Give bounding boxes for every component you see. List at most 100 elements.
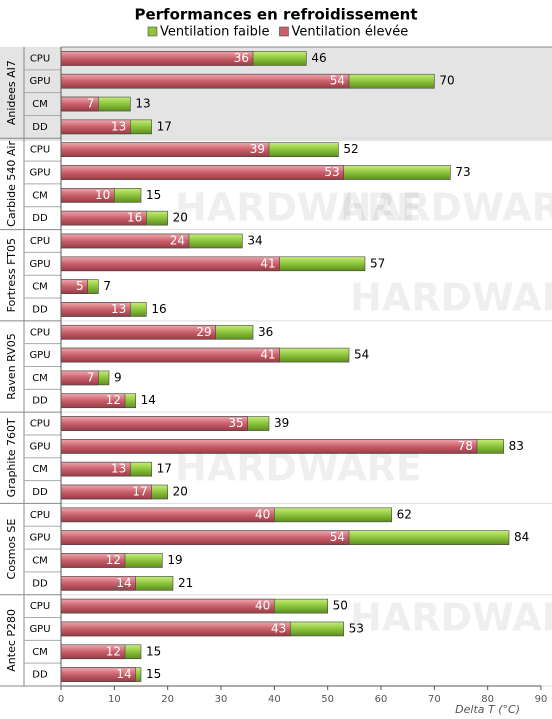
row-label: GPU — [29, 76, 50, 87]
x-axis-label: Delta T (°C) — [455, 703, 520, 716]
row-label: CM — [32, 282, 48, 293]
value-label: 7 — [87, 370, 95, 384]
bar — [60, 598, 275, 614]
value-label: 14 — [116, 576, 131, 590]
row-label: CPU — [30, 510, 50, 521]
value-label: 13 — [111, 302, 126, 316]
value-label: 62 — [397, 507, 412, 521]
value-label: 43 — [271, 621, 286, 635]
value-label: 41 — [260, 348, 275, 362]
legend-label: Ventilation élevée — [291, 25, 408, 40]
row-label: DD — [32, 213, 48, 224]
value-label: 9 — [114, 370, 122, 384]
value-label: 12 — [106, 644, 121, 658]
legend-label: Ventilation faible — [160, 25, 269, 40]
row-label: CPU — [30, 145, 50, 156]
row-label: CPU — [30, 327, 50, 338]
row-label: DD — [32, 487, 48, 498]
bar — [60, 324, 216, 340]
row-label: GPU — [29, 350, 50, 361]
value-label: 40 — [255, 599, 270, 613]
x-tick-label: 60 — [375, 694, 388, 705]
x-tick-label: 70 — [428, 694, 441, 705]
value-label: 20 — [173, 485, 188, 499]
row-label: DD — [32, 396, 48, 407]
x-tick-label: 40 — [268, 694, 281, 705]
chart-title: Performances en refroidissement — [134, 6, 417, 24]
value-label: 53 — [349, 621, 364, 635]
group-label: Anidees AI7 — [5, 60, 18, 125]
value-label: 16 — [151, 302, 166, 316]
value-label: 5 — [76, 279, 84, 293]
value-label: 16 — [127, 211, 142, 225]
group-label: Cosmos SE — [5, 519, 18, 580]
legend-swatch — [147, 26, 158, 37]
group-label: Antec P280 — [5, 609, 18, 672]
row-label: DD — [32, 122, 48, 133]
bar — [60, 530, 350, 545]
value-label: 15 — [146, 188, 161, 202]
group-label: Carbide 540 Air — [5, 141, 18, 227]
value-label: 78 — [458, 439, 473, 453]
value-label: 24 — [170, 233, 185, 247]
value-label: 12 — [106, 393, 121, 407]
value-label: 70 — [439, 74, 454, 88]
value-label: 54 — [354, 348, 369, 362]
row-label: CM — [32, 464, 48, 475]
legend-swatch — [279, 26, 289, 37]
watermark: HARDWARE — [175, 186, 422, 230]
value-label: 39 — [274, 416, 289, 430]
value-label: 57 — [370, 256, 385, 270]
row-label: CPU — [30, 601, 50, 612]
value-label: 7 — [87, 97, 95, 111]
bar — [60, 51, 254, 66]
x-tick-label: 20 — [161, 694, 174, 705]
bar — [60, 416, 248, 431]
x-tick-label: 30 — [215, 694, 228, 705]
row-label: GPU — [29, 168, 50, 179]
x-tick-label: 0 — [58, 694, 64, 705]
row-label: CPU — [30, 419, 50, 430]
value-label: 14 — [116, 667, 131, 681]
value-label: 84 — [514, 530, 529, 544]
bar — [60, 256, 280, 272]
value-label: 15 — [146, 667, 161, 681]
value-label: 54 — [330, 530, 345, 544]
value-label: 17 — [157, 462, 172, 476]
value-label: 34 — [247, 233, 262, 247]
group-label: Fortress FT05 — [5, 238, 18, 312]
x-tick-label: 90 — [535, 694, 548, 705]
value-label: 15 — [146, 644, 161, 658]
row-label: CPU — [30, 236, 50, 247]
value-label: 40 — [255, 507, 270, 521]
value-label: 41 — [260, 256, 275, 270]
value-label: 73 — [455, 165, 470, 179]
row-label: DD — [32, 578, 48, 589]
bar — [60, 165, 344, 180]
watermark: HARDWARE — [350, 596, 552, 640]
value-label: 13 — [111, 119, 126, 133]
value-label: 17 — [132, 485, 147, 499]
row-label: CPU — [30, 53, 50, 64]
value-label: 36 — [234, 51, 249, 65]
bar — [60, 347, 280, 363]
row-label: CM — [32, 190, 48, 201]
value-label: 50 — [333, 599, 348, 613]
value-label: 54 — [330, 74, 345, 88]
row-label: CM — [32, 647, 48, 658]
value-label: 12 — [106, 553, 121, 567]
row-label: CM — [32, 373, 48, 384]
value-label: 14 — [141, 393, 156, 407]
group-label: Raven RV05 — [5, 333, 18, 399]
watermark: HARDWARE — [350, 276, 552, 320]
value-label: 19 — [167, 553, 182, 567]
value-label: 46 — [311, 51, 326, 65]
value-label: 7 — [103, 279, 111, 293]
value-label: 83 — [509, 439, 524, 453]
bar — [60, 439, 478, 454]
group-label: Graphite 760T — [5, 418, 18, 497]
x-tick-label: 50 — [321, 694, 334, 705]
x-tick-label: 10 — [108, 694, 121, 705]
value-label: 36 — [258, 325, 273, 339]
